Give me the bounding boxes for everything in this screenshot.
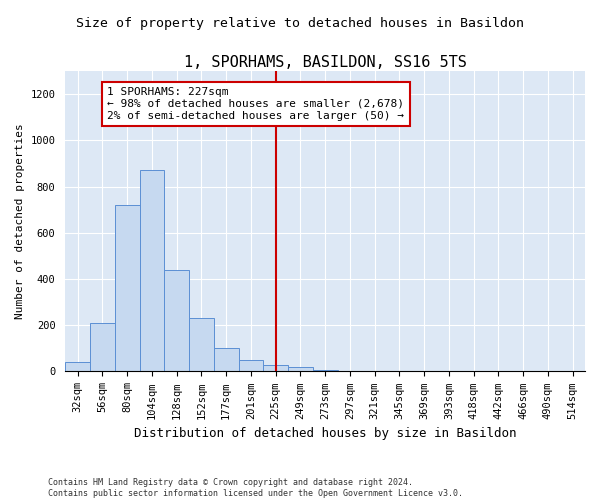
Bar [140,170,164,372]
Text: Size of property relative to detached houses in Basildon: Size of property relative to detached ho… [76,18,524,30]
Bar [313,370,338,372]
Bar [214,348,239,372]
Text: Contains HM Land Registry data © Crown copyright and database right 2024.
Contai: Contains HM Land Registry data © Crown c… [48,478,463,498]
Y-axis label: Number of detached properties: Number of detached properties [15,124,25,319]
Title: 1, SPORHAMS, BASILDON, SS16 5TS: 1, SPORHAMS, BASILDON, SS16 5TS [184,55,467,70]
Bar [164,270,189,372]
Bar [189,318,214,372]
Bar [90,323,115,372]
X-axis label: Distribution of detached houses by size in Basildon: Distribution of detached houses by size … [134,427,517,440]
Bar [288,367,313,372]
Bar [65,362,90,372]
Bar [263,364,288,372]
Text: 1 SPORHAMS: 227sqm
← 98% of detached houses are smaller (2,678)
2% of semi-detac: 1 SPORHAMS: 227sqm ← 98% of detached hou… [107,88,404,120]
Bar [115,205,140,372]
Bar [239,360,263,372]
